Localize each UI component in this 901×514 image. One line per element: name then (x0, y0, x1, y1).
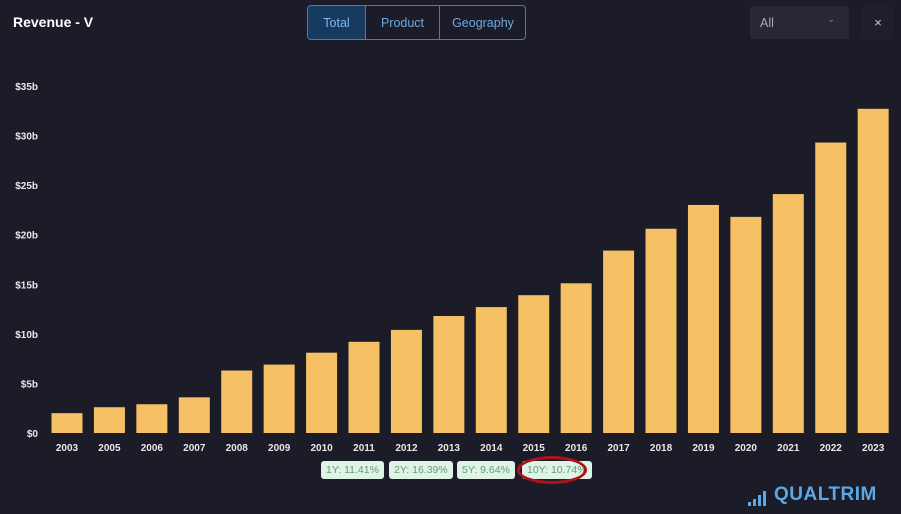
x-tick-label: 2018 (650, 443, 673, 454)
x-tick-label: 2019 (692, 443, 715, 454)
bar-2003 (51, 413, 83, 433)
x-tick-label: 2013 (438, 443, 461, 454)
bar-2014 (475, 307, 507, 433)
y-tick-label: $25b (15, 181, 38, 192)
bar-2017 (603, 250, 635, 433)
bar-2008 (221, 370, 253, 433)
filter-select[interactable]: All ⌄ (750, 6, 849, 39)
chevron-down-icon: ⌄ (827, 14, 835, 24)
highlight-circle (517, 456, 587, 484)
y-tick-label: $30b (15, 132, 38, 143)
bar-2005 (93, 407, 125, 433)
x-tick-label: 2016 (565, 443, 588, 454)
x-tick-label: 2011 (353, 443, 375, 454)
x-tick-label: 2021 (777, 443, 800, 454)
bar-2020 (730, 216, 762, 433)
y-tick-label: $20b (15, 231, 38, 242)
bar-2018 (645, 228, 677, 433)
x-tick-label: 2007 (183, 443, 206, 454)
y-tick-label: $5b (21, 379, 38, 390)
bar-2015 (518, 295, 550, 433)
x-tick-label: 2023 (862, 443, 885, 454)
x-tick-label: 2009 (268, 443, 291, 454)
x-tick-label: 2003 (56, 443, 79, 454)
x-tick-label: 2006 (141, 443, 164, 454)
tab-geography[interactable]: Geography (452, 15, 514, 30)
x-tick-label: 2020 (735, 443, 758, 454)
logo-text: QUALTRIM (774, 484, 877, 505)
bars-logo-icon (748, 491, 766, 506)
bar-2021 (772, 194, 804, 433)
x-tick-label: 2022 (820, 443, 843, 454)
bar-2022 (815, 142, 847, 434)
x-tick-label: 2010 (310, 443, 333, 454)
bar-2006 (136, 404, 168, 433)
bar-2016 (560, 283, 592, 433)
bar-2019 (687, 204, 719, 433)
bar-2009 (263, 364, 295, 433)
growth-badge-2y: 2Y: 16.39% (389, 461, 453, 479)
bar-2007 (178, 397, 210, 433)
x-tick-label: 2014 (480, 443, 503, 454)
qualtrim-logo: QUALTRIM (748, 484, 877, 506)
bar-2012 (390, 329, 422, 433)
tab-total[interactable]: Total (308, 6, 366, 39)
growth-badge-1y: 1Y: 11.41% (321, 461, 384, 479)
x-tick-label: 2005 (98, 443, 121, 454)
bar-2023 (857, 108, 889, 433)
bar-2013 (433, 316, 465, 433)
y-tick-label: $35b (15, 82, 38, 93)
tab-product[interactable]: Product (366, 6, 440, 39)
chart-title: Revenue - V (13, 14, 94, 30)
x-tick-label: 2017 (607, 443, 630, 454)
filter-select-value: All (760, 16, 774, 30)
y-tick-label: $15b (15, 280, 38, 291)
view-toggle: Total Product Geography (307, 5, 526, 40)
y-tick-label: $0 (27, 429, 39, 440)
bar-2011 (348, 341, 380, 433)
x-tick-label: 2008 (226, 443, 249, 454)
bar-2010 (306, 352, 338, 433)
growth-badge-5y: 5Y: 9.64% (457, 461, 515, 479)
x-tick-label: 2015 (523, 443, 546, 454)
y-tick-label: $10b (15, 330, 38, 341)
x-tick-label: 2012 (395, 443, 418, 454)
close-button[interactable]: × (862, 6, 894, 39)
